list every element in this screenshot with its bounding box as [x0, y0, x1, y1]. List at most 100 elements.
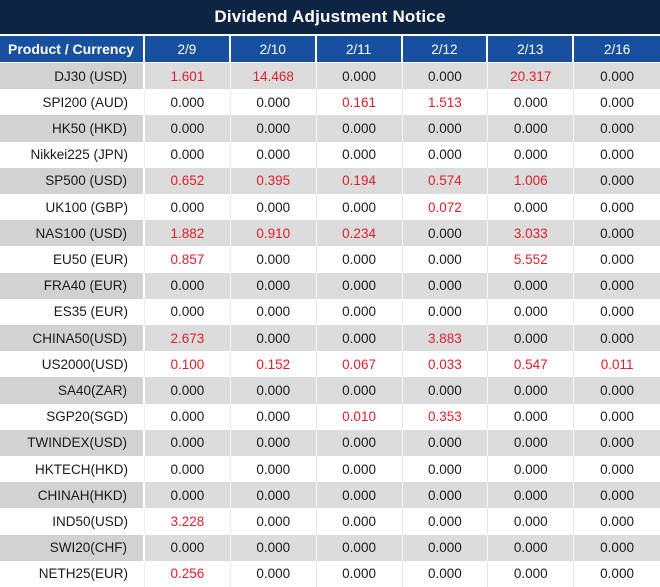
table-row: IND50(USD) 3.228 0.000 0.000 0.000 0.000 0.00… [0, 508, 660, 535]
value-cell: 0.652 [145, 167, 231, 194]
value-cell: 0.000 [488, 272, 575, 299]
value-cell: 0.000 [230, 325, 317, 352]
value-cell: 0.000 [574, 89, 660, 116]
value-cell: 0.000 [145, 141, 231, 168]
value-cell: 0.000 [316, 246, 403, 273]
value-cell: 2.673 [145, 325, 231, 352]
value-cell: 0.152 [230, 351, 317, 378]
value-cell: 0.000 [574, 429, 660, 456]
product-cell: NAS100 (USD) [0, 220, 145, 247]
value-cell: 0.000 [402, 63, 489, 90]
title-bar: Dividend Adjustment Notice [0, 0, 660, 36]
value-cell: 0.000 [145, 115, 231, 142]
value-cell: 0.000 [402, 560, 489, 587]
value-cell: 0.161 [316, 89, 403, 116]
value-cell: 1.513 [402, 89, 489, 116]
table-row: DJ30 (USD) 1.601 14.468 0.000 0.000 20.317 0.… [0, 63, 660, 90]
value-cell: 0.000 [316, 272, 403, 299]
value-cell: 0.000 [316, 377, 403, 404]
table-row: CHINA50(USD) 2.673 0.000 0.000 3.883 0.000 0.… [0, 325, 660, 352]
value-cell: 0.000 [574, 403, 660, 430]
product-cell: FRA40 (EUR) [0, 272, 145, 299]
value-cell: 1.006 [488, 167, 575, 194]
table-row: NAS100 (USD) 1.882 0.910 0.234 0.000 3.033 0.… [0, 220, 660, 247]
value-cell: 0.000 [145, 534, 231, 561]
value-cell: 0.000 [316, 194, 403, 221]
value-cell: 0.000 [316, 63, 403, 90]
value-cell: 0.000 [488, 560, 575, 587]
product-cell: CHINA50(USD) [0, 325, 145, 352]
value-cell: 0.000 [488, 534, 575, 561]
value-cell: 0.000 [145, 89, 231, 116]
value-cell: 0.010 [316, 403, 403, 430]
value-cell: 0.100 [145, 351, 231, 378]
value-cell: 0.194 [316, 167, 403, 194]
value-cell: 0.353 [402, 403, 489, 430]
product-cell: NETH25(EUR) [0, 560, 145, 587]
value-cell: 0.000 [145, 298, 231, 325]
product-cell: SGP20(SGD) [0, 403, 145, 430]
value-cell: 0.000 [230, 141, 317, 168]
value-cell: 0.547 [488, 351, 575, 378]
value-cell: 0.000 [316, 482, 403, 509]
value-cell: 1.601 [145, 63, 231, 90]
value-cell: 0.574 [402, 167, 489, 194]
value-cell: 0.000 [402, 272, 489, 299]
value-cell: 0.000 [488, 194, 575, 221]
value-cell: 0.000 [316, 298, 403, 325]
product-cell: TWINDEX(USD) [0, 429, 145, 456]
table-row: Nikkei225 (JPN) 0.000 0.000 0.000 0.000 0.00… [0, 141, 660, 168]
value-cell: 0.000 [574, 246, 660, 273]
product-cell: Nikkei225 (JPN) [0, 141, 145, 168]
value-cell: 0.000 [230, 115, 317, 142]
value-cell: 0.395 [230, 167, 317, 194]
table-row: SWI20(CHF) 0.000 0.000 0.000 0.000 0.000 0.00… [0, 534, 660, 561]
column-header-row: Product / Currency 2/9 2/10 2/11 2/12 2/… [0, 36, 660, 63]
value-cell: 0.000 [230, 89, 317, 116]
value-cell: 0.000 [402, 115, 489, 142]
value-cell: 0.000 [316, 560, 403, 587]
value-cell: 0.000 [230, 298, 317, 325]
product-cell: IND50(USD) [0, 508, 145, 535]
table-row: EU50 (EUR) 0.857 0.000 0.000 0.000 5.552 0.00… [0, 246, 660, 273]
product-cell: SA40(ZAR) [0, 377, 145, 404]
product-cell: SP500 (USD) [0, 167, 145, 194]
value-cell: 0.000 [230, 403, 317, 430]
product-cell: DJ30 (USD) [0, 63, 145, 90]
value-cell: 0.000 [145, 456, 231, 483]
value-cell: 14.468 [230, 63, 317, 90]
value-cell: 0.000 [574, 325, 660, 352]
value-cell: 0.000 [230, 272, 317, 299]
value-cell: 0.000 [488, 377, 575, 404]
value-cell: 0.000 [230, 429, 317, 456]
date-header: 2/13 [488, 36, 575, 62]
value-cell: 0.067 [316, 351, 403, 378]
date-header: 2/11 [317, 36, 403, 62]
value-cell: 0.000 [488, 141, 575, 168]
value-cell: 0.000 [488, 482, 575, 509]
date-header: 2/12 [403, 36, 489, 62]
value-cell: 0.000 [574, 220, 660, 247]
value-cell: 0.000 [230, 482, 317, 509]
date-header: 2/10 [231, 36, 317, 62]
value-cell: 0.000 [574, 560, 660, 587]
value-cell: 0.000 [402, 456, 489, 483]
page-title: Dividend Adjustment Notice [214, 7, 446, 26]
value-cell: 0.000 [574, 63, 660, 90]
table-row: SGP20(SGD) 0.000 0.000 0.010 0.353 0.000 0.00… [0, 403, 660, 430]
table-row: HKTECH(HKD) 0.000 0.000 0.000 0.000 0.000 0.0… [0, 456, 660, 483]
table-row: NETH25(EUR) 0.256 0.000 0.000 0.000 0.000 0.0… [0, 560, 660, 587]
value-cell: 0.000 [230, 560, 317, 587]
value-cell: 0.000 [145, 272, 231, 299]
value-cell: 0.000 [316, 508, 403, 535]
value-cell: 0.000 [402, 246, 489, 273]
product-cell: UK100 (GBP) [0, 194, 145, 221]
value-cell: 0.000 [574, 298, 660, 325]
value-cell: 0.000 [316, 429, 403, 456]
value-cell: 0.000 [402, 141, 489, 168]
table-row: TWINDEX(USD) 0.000 0.000 0.000 0.000 0.000 0.… [0, 429, 660, 456]
product-cell: HK50 (HKD) [0, 115, 145, 142]
date-header: 2/16 [603, 41, 631, 57]
value-cell: 0.000 [574, 456, 660, 483]
table-row: US2000(USD) 0.100 0.152 0.067 0.033 0.547 0.0… [0, 351, 660, 378]
